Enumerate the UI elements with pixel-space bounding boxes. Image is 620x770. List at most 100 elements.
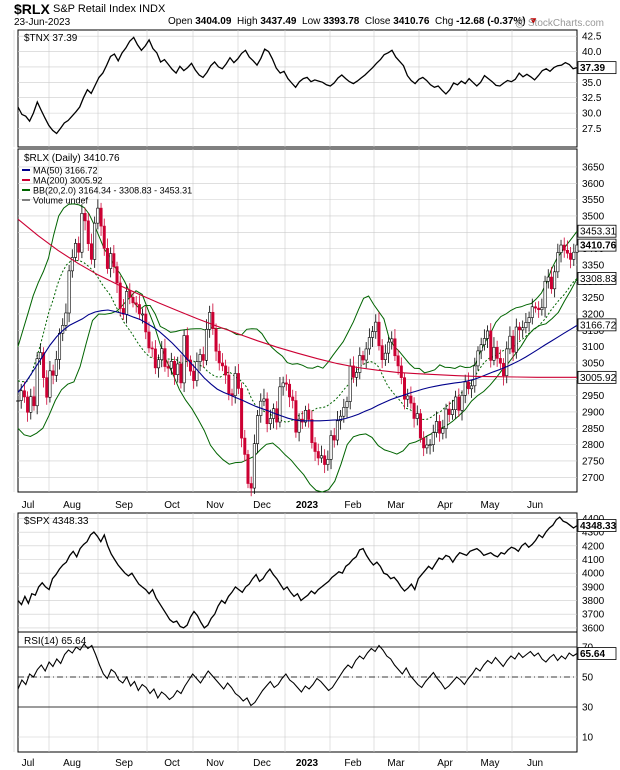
- candle-body: [319, 455, 323, 459]
- rlx-y-tick-label: 2750: [582, 456, 605, 467]
- rsi-panel-title: RSI(14) 65.64: [24, 636, 87, 647]
- candle-body: [502, 362, 506, 377]
- rlx-value-tag-box: [577, 318, 617, 332]
- candle-body: [64, 312, 68, 326]
- spx-y-tick-label: 3700: [582, 610, 605, 621]
- candle-body: [134, 302, 138, 305]
- candle-body: [569, 252, 573, 260]
- candle-body: [169, 361, 173, 369]
- candle-body: [422, 437, 426, 449]
- rlx-y-tick-label: 3100: [582, 342, 605, 353]
- candle-body: [246, 454, 250, 484]
- rsi-value-tag: 65.64: [580, 649, 605, 660]
- candle-body: [102, 225, 106, 249]
- watermark: @ StockCharts.com: [514, 18, 604, 29]
- x-month-label: Jun: [527, 758, 543, 769]
- candle-body: [393, 338, 397, 357]
- candle-body: [342, 407, 346, 417]
- tnx-value-tag-box: [577, 61, 617, 75]
- candle-body: [511, 335, 515, 353]
- candle-body: [457, 396, 461, 411]
- candle-body: [399, 365, 403, 378]
- x-month-label: Feb: [344, 758, 362, 769]
- rlx-value-tag-box: [577, 272, 617, 285]
- x-month-label: Feb: [344, 500, 362, 511]
- candle-body: [454, 396, 458, 410]
- open-value: 3404.09: [195, 16, 232, 27]
- candle-body: [166, 366, 170, 369]
- candle-body: [51, 370, 55, 376]
- candle-body: [73, 243, 77, 258]
- legend-entry: MA(200) 3005.92: [33, 176, 103, 186]
- candle-body: [307, 410, 311, 420]
- candle-body: [118, 282, 122, 309]
- x-month-label: Jul: [22, 500, 35, 511]
- x-month-label: Aug: [63, 500, 81, 511]
- legend-entry: Volume undef: [33, 196, 89, 206]
- candle-body: [549, 276, 553, 290]
- candle-body: [204, 329, 208, 361]
- spx-y-tick-label: 4100: [582, 555, 605, 566]
- candle-body: [470, 385, 474, 390]
- candle-body: [562, 244, 566, 251]
- candle-body: [182, 335, 186, 384]
- candle-body: [93, 222, 97, 260]
- rlx-value-tag-box: [577, 224, 617, 238]
- candle-body: [83, 213, 87, 222]
- candle-body: [482, 338, 486, 345]
- candle-body: [42, 352, 46, 378]
- rlx-value-tag: 3308.83: [580, 274, 617, 285]
- candle-body: [559, 244, 563, 253]
- candle-body: [275, 408, 279, 423]
- candle-body: [58, 332, 62, 360]
- candle-body: [198, 354, 202, 362]
- x-month-label: Oct: [164, 758, 180, 769]
- x-month-label: May: [481, 500, 500, 511]
- spx-y-tick-label: 4200: [582, 541, 605, 552]
- candle-body: [351, 365, 355, 378]
- candle-body: [22, 390, 26, 398]
- candle-body: [409, 395, 413, 404]
- candle-body: [262, 398, 266, 402]
- rlx-value-tag: 3005.92: [580, 373, 617, 384]
- candle-body: [160, 348, 164, 360]
- candle-body: [345, 401, 349, 408]
- candle-body: [530, 306, 534, 318]
- candle-body: [303, 410, 307, 423]
- candle-body: [236, 373, 240, 389]
- spx-line: [17, 516, 578, 629]
- candle-body: [89, 243, 93, 260]
- candle-body: [128, 291, 132, 298]
- rlx-value-tag: 3166.72: [580, 320, 617, 331]
- candle-body: [527, 317, 531, 323]
- candle-body: [540, 307, 544, 311]
- candle-body: [335, 420, 339, 441]
- spx-y-tick-label: 4000: [582, 569, 605, 580]
- candle-body: [281, 382, 285, 388]
- candle-body: [323, 455, 327, 465]
- rlx-value-tag: 3410.76: [580, 241, 617, 252]
- bb-middle-band: [17, 259, 578, 423]
- x-month-label: Dec: [253, 758, 271, 769]
- ohlc-readout: Open 3404.09 High 3437.49 Low 3393.78 Cl…: [168, 16, 538, 27]
- rlx-y-tick-label: 3050: [582, 358, 605, 369]
- rlx-value-tag-box: [577, 370, 617, 384]
- candle-body: [48, 370, 52, 398]
- open-label: Open: [168, 16, 193, 27]
- candle-body: [310, 419, 314, 443]
- exchange-text: INDX: [139, 3, 166, 15]
- candle-body: [476, 350, 480, 367]
- tnx-panel-frame: [17, 29, 578, 148]
- candle-body: [447, 408, 451, 415]
- candle-body: [553, 271, 557, 290]
- candle-body: [479, 344, 483, 352]
- chart-header: $RLX S&P Retail Index INDX 23-Jun-2023 O…: [0, 0, 620, 30]
- candle-body: [329, 435, 333, 460]
- bb-lower-band: [17, 278, 578, 493]
- candle-body: [16, 400, 20, 402]
- candle-body: [19, 390, 23, 401]
- candle-body: [208, 312, 212, 330]
- rlx-y-tick-label: 3600: [582, 179, 605, 190]
- candle-body: [313, 442, 317, 452]
- candle-body: [80, 213, 84, 253]
